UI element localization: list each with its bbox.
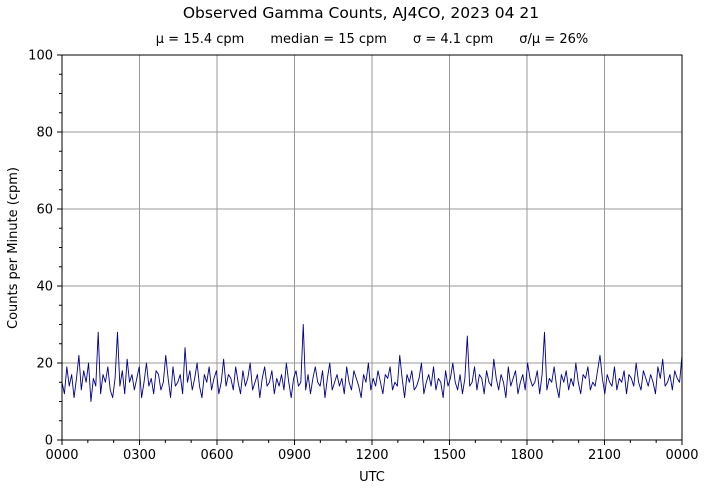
- tick-marks: [57, 54, 683, 445]
- series-line: [61, 324, 683, 402]
- series-layer: [61, 324, 683, 402]
- x-tick-label: 1500: [433, 448, 466, 463]
- tick-labels: 0000 0300 0600 0900 1200 1500 1800 2100 00000204…: [28, 49, 698, 464]
- stat-median: median = 15 cpm: [270, 32, 387, 47]
- stat-sigma-over-mu: σ/μ = 26%: [519, 32, 589, 47]
- y-axis-label: Counts per Minute (cpm): [6, 167, 21, 329]
- y-tick-label: 40: [36, 280, 53, 295]
- stat-sigma: σ = 4.1 cpm: [412, 32, 494, 47]
- chart-title: Observed Gamma Counts, AJ4CO, 2023 04 21: [182, 4, 540, 22]
- y-tick-label: 60: [36, 203, 53, 218]
- x-tick-label: 0000: [45, 448, 78, 463]
- stat-mean: μ = 15.4 cpm: [155, 32, 245, 47]
- x-tick-label: 1800: [510, 448, 543, 463]
- x-tick-label: 0300: [123, 448, 156, 463]
- x-tick-label: 0600: [200, 448, 233, 463]
- x-tick-label: 0900: [278, 448, 311, 463]
- x-tick-label: 2100: [588, 448, 621, 463]
- y-tick-label: 80: [36, 126, 53, 141]
- x-tick-label: 1200: [355, 448, 388, 463]
- y-tick-label: 20: [36, 357, 53, 372]
- y-tick-label: 100: [28, 49, 53, 64]
- x-tick-label: 0000: [665, 448, 698, 463]
- stats-line: μ = 15.4 cpm median = 15 cpm σ = 4.1 cpm…: [62, 32, 682, 47]
- x-axis-label: UTC: [359, 470, 385, 485]
- y-tick-label: 0: [45, 434, 53, 449]
